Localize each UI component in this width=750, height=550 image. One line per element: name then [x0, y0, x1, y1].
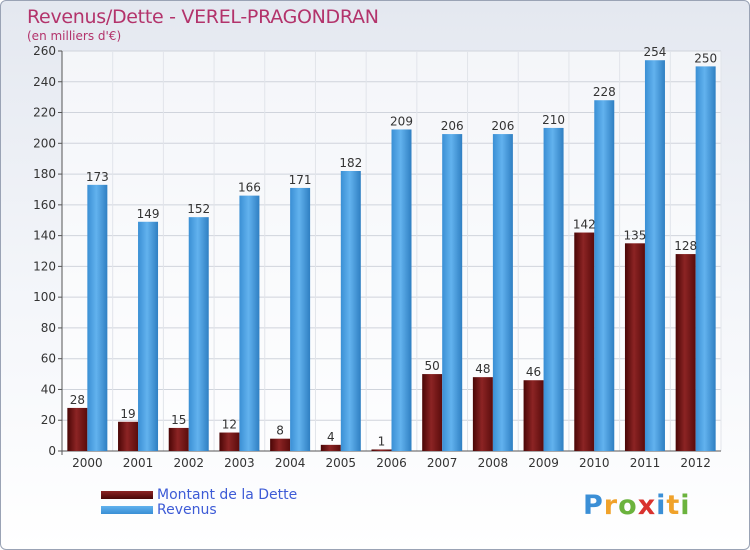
logo-letter: i [656, 490, 667, 521]
y-tick-label: 160 [33, 198, 56, 212]
x-tick-label: 2006 [376, 456, 407, 470]
y-tick-label: 80 [41, 321, 56, 335]
debt-value-label: 15 [171, 413, 186, 427]
debt-value-label: 128 [674, 239, 697, 253]
y-tick-label: 100 [33, 290, 56, 304]
revenue-bar [644, 60, 665, 451]
logo-letter: x [637, 490, 657, 521]
y-tick-label: 60 [41, 352, 56, 366]
logo-letter: t [666, 490, 681, 521]
legend-label: Revenus [157, 502, 217, 518]
revenue-value-label: 250 [694, 51, 717, 65]
x-tick-label: 2005 [326, 456, 357, 470]
legend-swatch [101, 491, 153, 499]
revenue-value-label: 210 [542, 113, 565, 127]
legend-swatch [101, 506, 153, 514]
x-tick-label: 2010 [579, 456, 610, 470]
debt-value-label: 4 [327, 430, 335, 444]
revenue-value-label: 152 [187, 202, 210, 216]
y-tick-label: 0 [48, 444, 56, 458]
logo-letter: o [618, 490, 638, 521]
y-tick-label: 120 [33, 259, 56, 273]
debt-bar [168, 427, 189, 451]
revenue-bar [543, 127, 564, 451]
debt-bar [675, 254, 696, 451]
debt-bar [523, 380, 544, 451]
revenue-value-label: 209 [390, 114, 413, 128]
debt-bar [270, 438, 291, 451]
revenue-value-label: 206 [491, 119, 514, 133]
x-tick-label: 2011 [630, 456, 661, 470]
debt-value-label: 48 [475, 362, 490, 376]
x-tick-label: 2000 [72, 456, 103, 470]
y-tick-label: 200 [33, 136, 56, 150]
x-tick-label: 2009 [528, 456, 559, 470]
revenue-bar [695, 66, 716, 451]
x-tick-label: 2004 [275, 456, 306, 470]
revenue-value-label: 171 [289, 173, 312, 187]
debt-bar [472, 377, 493, 451]
debt-value-label: 46 [526, 365, 541, 379]
logo-letter: i [680, 490, 691, 521]
legend-label: Montant de la Dette [157, 487, 298, 503]
revenue-value-label: 182 [339, 156, 362, 170]
x-tick-label: 2002 [173, 456, 204, 470]
x-tick-label: 2001 [123, 456, 154, 470]
revenue-bar [290, 187, 311, 451]
revenue-bar [239, 195, 260, 451]
y-tick-label: 260 [33, 44, 56, 58]
debt-value-label: 50 [425, 359, 440, 373]
revenue-bar [492, 134, 513, 452]
revenue-bar [188, 217, 209, 451]
revenue-bar [442, 134, 463, 452]
x-tick-label: 2003 [224, 456, 255, 470]
y-tick-label: 240 [33, 75, 56, 89]
logo-letter: r [603, 490, 619, 521]
debt-bar [574, 232, 595, 451]
revenue-bar [87, 184, 108, 451]
debt-value-label: 28 [70, 393, 85, 407]
debt-value-label: 142 [573, 218, 596, 232]
debt-bar [624, 243, 645, 451]
y-tick-label: 20 [41, 413, 56, 427]
debt-bar [320, 444, 341, 451]
revenue-value-label: 166 [238, 181, 261, 195]
x-tick-label: 2012 [680, 456, 711, 470]
y-tick-label: 220 [33, 106, 56, 120]
revenue-bar [340, 171, 361, 451]
debt-value-label: 8 [276, 424, 284, 438]
revenue-bar [138, 221, 159, 451]
proxiti-logo: Proxiti [583, 490, 691, 521]
y-tick-label: 180 [33, 167, 56, 181]
revenue-value-label: 254 [644, 45, 667, 59]
debt-value-label: 1 [378, 434, 386, 448]
chart-subtitle: (en milliers d'€) [27, 29, 122, 43]
chart-title: Revenus/Dette - VEREL-PRAGONDRAN [27, 6, 379, 28]
debt-bar [219, 432, 240, 451]
y-tick-label: 140 [33, 229, 56, 243]
debt-bar [371, 449, 392, 451]
revenue-bar [391, 129, 412, 451]
logo-letter: P [583, 490, 604, 521]
x-tick-label: 2008 [478, 456, 509, 470]
x-tick-label: 2007 [427, 456, 458, 470]
revenue-bar [594, 100, 615, 451]
debt-bar [422, 374, 443, 451]
debt-value-label: 12 [222, 418, 237, 432]
debt-value-label: 135 [624, 228, 647, 242]
debt-bar [118, 421, 139, 451]
revenue-value-label: 228 [593, 85, 616, 99]
debt-value-label: 19 [120, 407, 135, 421]
debt-bar [67, 407, 88, 451]
revenue-value-label: 173 [86, 170, 109, 184]
revenue-value-label: 206 [441, 119, 464, 133]
y-tick-label: 40 [41, 382, 56, 396]
revenue-value-label: 149 [137, 207, 160, 221]
